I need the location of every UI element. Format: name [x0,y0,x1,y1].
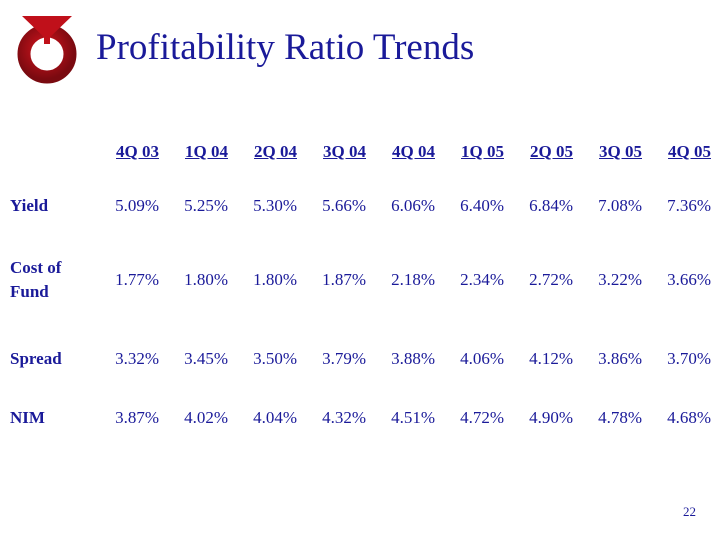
table-cell: 1.77% [115,270,159,289]
company-logo [17,16,77,84]
table-cell: 2.18% [391,270,435,289]
ratio-table: 4Q 03 1Q 04 2Q 04 3Q 04 4Q 04 1Q 05 2Q 0… [10,128,711,430]
row-label: Spread [10,349,62,368]
table-cell: 4.90% [529,408,573,427]
table-cell: 6.40% [460,196,504,215]
column-header: 1Q 05 [461,142,504,161]
table-cell: 4.72% [460,408,504,427]
table-cell: 4.68% [667,408,711,427]
column-header: 2Q 05 [530,142,573,161]
column-header: 1Q 04 [185,142,228,161]
table-cell: 4.51% [391,408,435,427]
table-cell: 1.80% [184,270,228,289]
table-cell: 3.32% [115,349,159,368]
table-cell: 4.04% [253,408,297,427]
table-cell: 5.25% [184,196,228,215]
table-cell: 1.87% [322,270,366,289]
header-row: 4Q 03 1Q 04 2Q 04 3Q 04 4Q 04 1Q 05 2Q 0… [10,128,711,164]
table-row-cost-of-fund: Cost of Fund 1.77% 1.80% 1.80% 1.87% 2.1… [10,248,711,312]
column-header: 4Q 04 [392,142,435,161]
table-cell: 3.22% [598,270,642,289]
table-cell: 3.79% [322,349,366,368]
column-header: 3Q 04 [323,142,366,161]
table-cell: 5.66% [322,196,366,215]
table-cell: 3.70% [667,349,711,368]
table-cell: 6.06% [391,196,435,215]
page-title: Profitability Ratio Trends [96,27,475,68]
row-label: Cost of Fund [10,258,62,301]
row-label: Yield [10,196,49,215]
table-cell: 6.84% [529,196,573,215]
column-header: 3Q 05 [599,142,642,161]
table-row-nim: NIM 3.87% 4.02% 4.04% 4.32% 4.51% 4.72% … [10,406,711,430]
table-cell: 2.72% [529,270,573,289]
table-cell: 4.78% [598,408,642,427]
table-cell: 5.09% [115,196,159,215]
column-header: 4Q 03 [116,142,159,161]
table-row-spread: Spread 3.32% 3.45% 3.50% 3.79% 3.88% 4.0… [10,312,711,406]
table-cell: 4.32% [322,408,366,427]
table-cell: 7.08% [598,196,642,215]
table-cell: 1.80% [253,270,297,289]
table-cell: 4.02% [184,408,228,427]
table-cell: 5.30% [253,196,297,215]
table-cell: 3.45% [184,349,228,368]
table-cell: 3.88% [391,349,435,368]
table-cell: 3.50% [253,349,297,368]
table-row-yield: Yield 5.09% 5.25% 5.30% 5.66% 6.06% 6.40… [10,164,711,248]
table-cell: 4.12% [529,349,573,368]
row-label: NIM [10,408,45,427]
table-cell: 3.86% [598,349,642,368]
column-header: 2Q 04 [254,142,297,161]
table-cell: 3.87% [115,408,159,427]
header-blank [10,128,90,164]
table-cell: 3.66% [667,270,711,289]
table-cell: 4.06% [460,349,504,368]
page-number: 22 [683,504,696,519]
table-cell: 7.36% [667,196,711,215]
table-cell: 2.34% [460,270,504,289]
column-header: 4Q 05 [668,142,711,161]
